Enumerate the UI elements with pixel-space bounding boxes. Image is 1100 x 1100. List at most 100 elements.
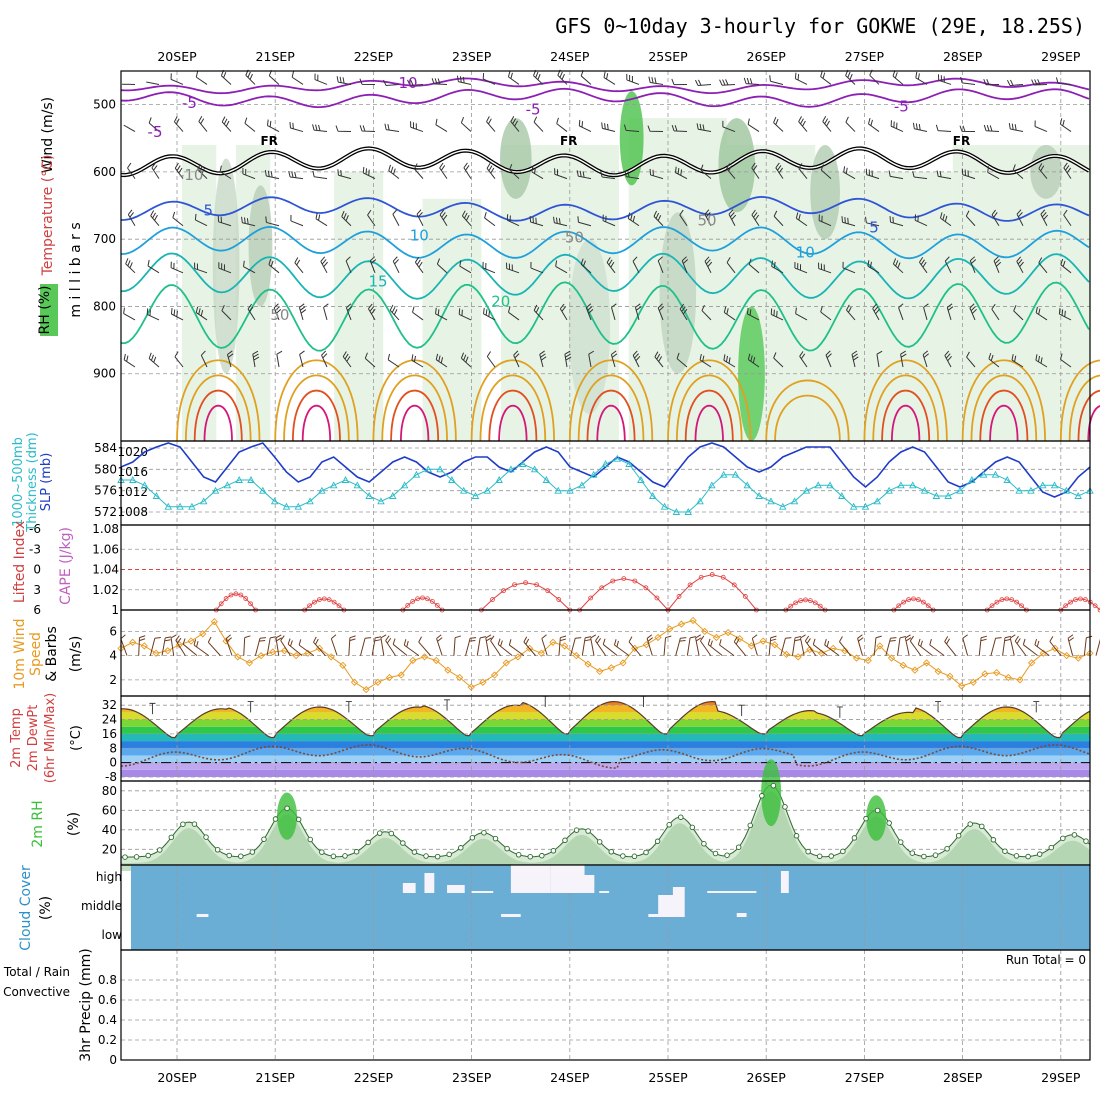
wind-barb [865,216,880,227]
rh-point [631,853,638,860]
wind-barb [1067,634,1075,656]
wind-barb [439,162,448,179]
wind-barb [818,262,832,274]
wind-barb [944,636,957,656]
wind-barb [506,214,520,227]
rh-point [816,853,823,860]
contour-label: -5 [182,94,197,112]
wind-barb [634,303,642,321]
wind-barb [245,69,256,85]
wind-barb [679,209,688,227]
contour-label: 50 [270,306,289,324]
thickness-point [566,486,574,494]
thickness-point [1038,481,1047,489]
wind-speed-point [1074,654,1082,662]
thickness-point [199,497,208,505]
wind-barb [458,308,472,321]
thickness-point [448,476,456,483]
thickness-tick: 572 [94,505,117,519]
run-total: Run Total = 0 [1006,953,1086,967]
temp-band [121,755,1090,763]
wind-barb [746,307,760,321]
rh-point [921,853,927,860]
rh-shade [952,145,1091,441]
wind-barb [1031,79,1048,86]
rh-point [979,823,985,830]
wind-speed-point [374,678,382,686]
thickness-point [519,460,527,467]
thickness-point [507,465,515,473]
rh-peak [866,795,887,841]
li-tick: 3 [33,583,41,597]
wind-barb [254,637,266,656]
slp-line [120,442,1091,498]
wind-barb [268,258,280,274]
precip-tick: 0.8 [98,973,117,987]
cape-point [248,601,254,607]
wind-barb [1035,306,1048,321]
wind-barb [510,116,520,132]
thickness-point [932,492,941,499]
temp-band [121,762,1090,770]
cape-point [676,594,682,599]
wind-barb [649,168,664,180]
wind-barb [556,117,568,132]
wind-barb [719,79,736,86]
wind-barb [564,350,572,368]
wind-barb [648,76,664,85]
wind-speed-point [362,685,370,694]
wind-speed-point [502,659,510,667]
wind-barb [962,634,969,656]
wind-barb [174,351,184,368]
contour-label: -5 [148,123,163,141]
rh-point [284,805,290,812]
rh-point [550,848,557,854]
wind-barb [138,635,146,656]
thickness-point [530,465,539,473]
wind-barb [364,352,376,368]
thickness-point [944,492,952,499]
slp-tick: 1008 [117,505,148,519]
cape-point [720,574,726,580]
surface-temp-contour [488,389,538,442]
wind-speed-point [922,659,931,667]
wind-barb [476,636,487,656]
wind-barb [367,303,376,321]
wind-speed-point [934,667,942,676]
wind-speed-point [771,641,779,649]
wind-barb [226,350,234,368]
wind-barb [435,307,448,321]
wind-speed-point [385,673,394,682]
wind-barb [991,303,1000,321]
wind-barb [795,212,808,227]
thickness-point [649,492,657,499]
rh-point [423,853,429,859]
temp-contour [120,77,1090,95]
contour-label: 10 [410,227,429,245]
wind-barb [241,216,256,227]
upper-air-panel: 500 600 700 800 900 -10 -5 -5 -5 5 5 10 10 15 20 -10 -5 5… [93,69,1100,442]
wind-barb [846,304,856,321]
wind-barb [657,256,664,274]
wind-speed-point [292,651,300,660]
wind-barb [804,635,817,656]
wind-barb [554,168,568,180]
wind-barb [626,73,640,85]
wind-barb [323,303,329,321]
thickness-point [389,492,397,499]
wind-barb [244,117,256,132]
wind-barb [385,635,396,656]
wind-speed-point [887,654,896,662]
li-tick: 6 [33,603,41,617]
rh-point [805,848,811,855]
thickness-point [471,492,480,499]
wind-speed-point [841,647,849,655]
cape-point [788,603,794,609]
wind-barb [1022,638,1038,657]
rh-point [782,804,788,810]
wind-barb [839,636,852,656]
cape-point [243,596,249,601]
thickness-point [684,508,692,515]
wind10m-label-2: Speed [28,632,44,676]
temp2m-label-3: (6hr Min/Max) [43,693,58,783]
